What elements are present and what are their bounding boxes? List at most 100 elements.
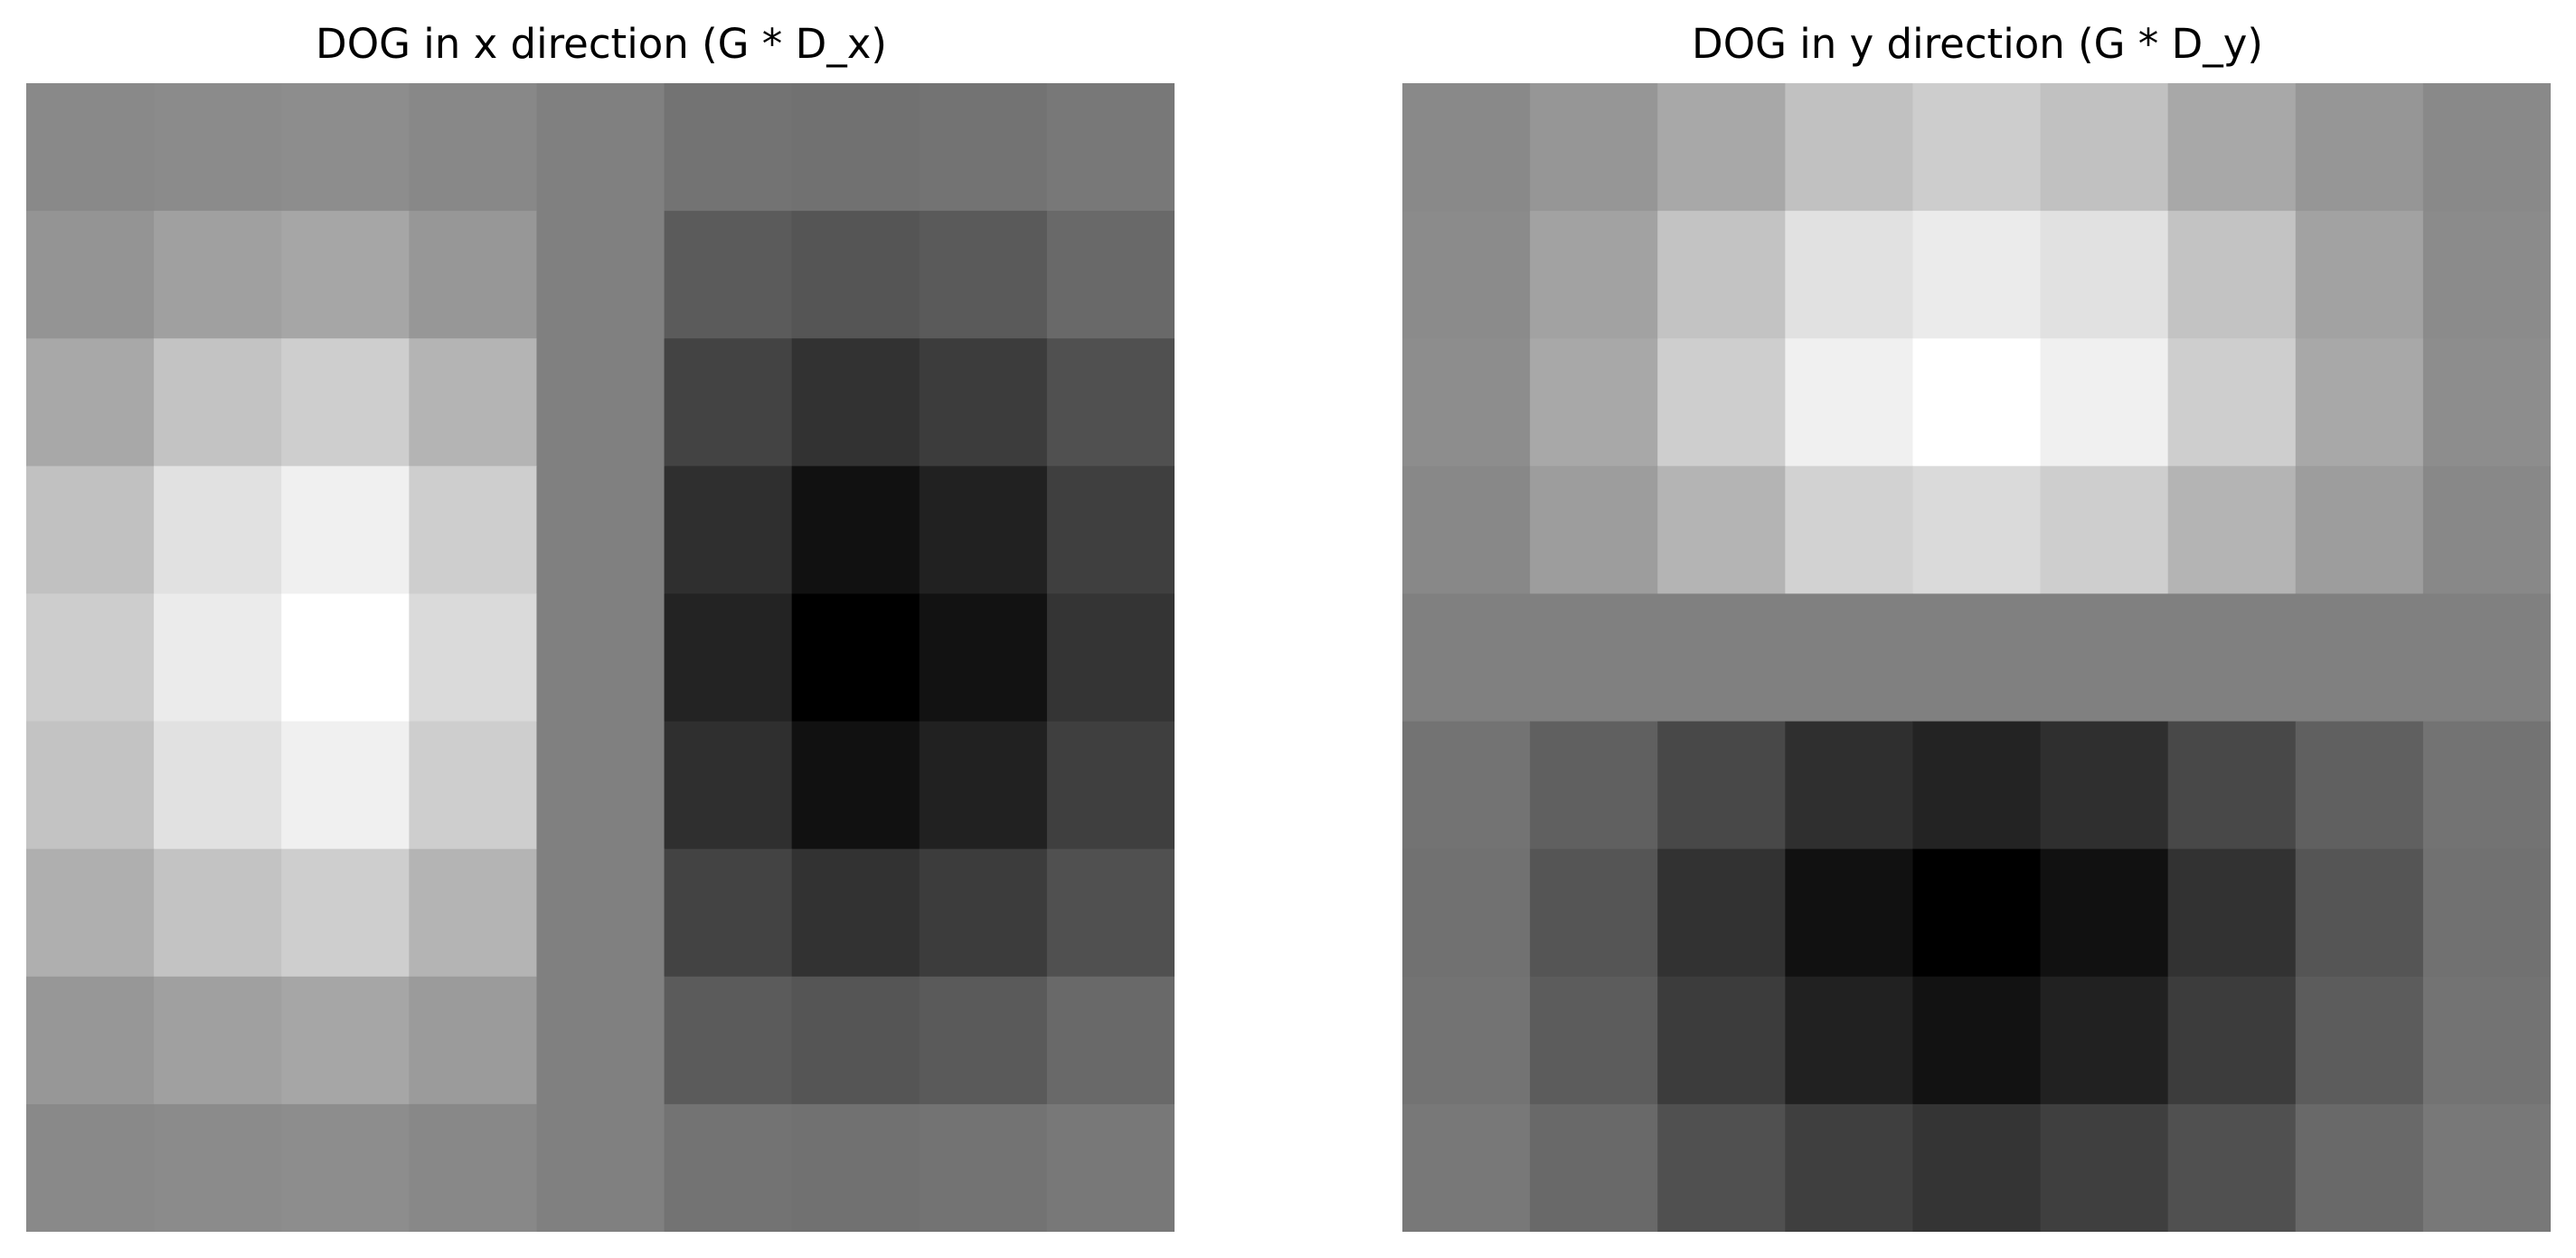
dog-y-cell-r7-c4 (1912, 976, 2042, 1105)
dog-y-cell-r3-c2 (1657, 466, 1786, 595)
dog-y-cell-r6-c1 (1530, 848, 1658, 978)
dog-y-cell-r1-c6 (2167, 211, 2297, 339)
dog-x-cell-r0-c7 (919, 83, 1048, 212)
dog-x-cell-r4-c6 (791, 593, 920, 723)
dog-y-cell-r7-c0 (1402, 976, 1531, 1105)
dog-y-cell-r8-c5 (2040, 1103, 2169, 1232)
dog-x-cell-r1-c4 (536, 211, 665, 339)
dog-x-cell-r0-c2 (281, 83, 410, 212)
dog-y-cell-r4-c4 (1912, 593, 2042, 723)
dog-y-cell-r7-c5 (2040, 976, 2169, 1105)
dog-x-cell-r7-c6 (791, 976, 920, 1105)
dog-y-cell-r6-c2 (1657, 848, 1786, 978)
dog-x-cell-r1-c6 (791, 211, 920, 339)
dog-x-cell-r2-c8 (1046, 338, 1175, 467)
dog-x-cell-r7-c7 (919, 976, 1048, 1105)
dog-y-cell-r3-c3 (1785, 466, 1914, 595)
dog-y-cell-r3-c7 (2295, 466, 2424, 595)
dog-y-cell-r2-c6 (2167, 338, 2297, 467)
dog-y-cell-r2-c7 (2295, 338, 2424, 467)
dog-y-cell-r4-c6 (2167, 593, 2297, 723)
dog-y-cell-r1-c7 (2295, 211, 2424, 339)
dog-y-cell-r5-c3 (1785, 721, 1914, 850)
dog-x-cell-r7-c4 (536, 976, 665, 1105)
dog-x-cell-r3-c2 (281, 466, 410, 595)
dog-y-cell-r6-c0 (1402, 848, 1531, 978)
dog-x-cell-r1-c8 (1046, 211, 1175, 339)
dog-x-cell-r6-c0 (26, 848, 155, 978)
dog-x-cell-r3-c8 (1046, 466, 1175, 595)
dog-x-cell-r4-c5 (664, 593, 793, 723)
dog-y-cell-r4-c8 (2422, 593, 2551, 723)
dog-y-cell-r6-c7 (2295, 848, 2424, 978)
dog-y-cell-r0-c3 (1785, 83, 1914, 212)
dog-x-cell-r8-c1 (154, 1103, 282, 1232)
dog-y-cell-r7-c8 (2422, 976, 2551, 1105)
dog-y-cell-r1-c3 (1785, 211, 1914, 339)
dog-x-cell-r0-c0 (26, 83, 155, 212)
dog-y-cell-r8-c6 (2167, 1103, 2297, 1232)
dog-y-cell-r0-c8 (2422, 83, 2551, 212)
dog-x-cell-r5-c5 (664, 721, 793, 850)
dog-y-panel: DOG in y direction (G * D_y) (1288, 0, 2576, 1258)
dog-y-cell-r1-c0 (1402, 211, 1531, 339)
dog-x-cell-r3-c4 (536, 466, 665, 595)
dog-y-cell-r0-c1 (1530, 83, 1658, 212)
dog-y-cell-r4-c3 (1785, 593, 1914, 723)
dog-x-cell-r6-c2 (281, 848, 410, 978)
dog-y-cell-r6-c4 (1912, 848, 2042, 978)
dog-x-cell-r7-c8 (1046, 976, 1175, 1105)
dog-x-cell-r4-c4 (536, 593, 665, 723)
dog-x-cell-r8-c8 (1046, 1103, 1175, 1232)
dog-x-cell-r1-c3 (409, 211, 538, 339)
dog-y-cell-r5-c5 (2040, 721, 2169, 850)
dog-y-cell-r5-c7 (2295, 721, 2424, 850)
dog-x-cell-r1-c1 (154, 211, 282, 339)
dog-x-cell-r1-c0 (26, 211, 155, 339)
dog-x-cell-r3-c7 (919, 466, 1048, 595)
dog-x-cell-r8-c3 (409, 1103, 538, 1232)
dog-x-cell-r0-c1 (154, 83, 282, 212)
dog-x-cell-r2-c7 (919, 338, 1048, 467)
dog-x-cell-r0-c8 (1046, 83, 1175, 212)
dog-x-cell-r6-c5 (664, 848, 793, 978)
dog-y-cell-r0-c5 (2040, 83, 2169, 212)
dog-y-cell-r4-c0 (1402, 593, 1531, 723)
dog-x-panel: DOG in x direction (G * D_x) (26, 20, 1175, 1232)
dog-y-cell-r1-c4 (1912, 211, 2042, 339)
dog-y-cell-r7-c7 (2295, 976, 2424, 1105)
dog-x-cell-r7-c3 (409, 976, 538, 1105)
dog-x-cell-r2-c0 (26, 338, 155, 467)
dog-x-cell-r6-c7 (919, 848, 1048, 978)
dog-y-cell-r0-c0 (1402, 83, 1531, 212)
dog-y-cell-r2-c5 (2040, 338, 2169, 467)
dog-y-cell-r3-c4 (1912, 466, 2042, 595)
dog-y-cell-r1-c2 (1657, 211, 1786, 339)
dog-y-cell-r1-c1 (1530, 211, 1658, 339)
dog-x-cell-r5-c3 (409, 721, 538, 850)
dog-x-cell-r5-c0 (26, 721, 155, 850)
dog-y-cell-r3-c5 (2040, 466, 2169, 595)
dog-y-cell-r8-c1 (1530, 1103, 1658, 1232)
dog-x-cell-r0-c5 (664, 83, 793, 212)
dog-y-cell-r2-c2 (1657, 338, 1786, 467)
dog-x-cell-r5-c2 (281, 721, 410, 850)
dog-y-cell-r3-c0 (1402, 466, 1531, 595)
dog-y-cell-r8-c0 (1402, 1103, 1531, 1232)
dog-y-cell-r0-c7 (2295, 83, 2424, 212)
dog-y-cell-r1-c5 (2040, 211, 2169, 339)
dog-x-heatmap (26, 83, 1175, 1232)
dog-x-cell-r6-c6 (791, 848, 920, 978)
dog-y-cell-r4-c1 (1530, 593, 1658, 723)
dog-y-cell-r2-c1 (1530, 338, 1658, 467)
dog-y-heatmap (1402, 83, 2551, 1232)
dog-y-title: DOG in y direction (G * D_y) (1692, 20, 2263, 68)
dog-x-cell-r0-c4 (536, 83, 665, 212)
dog-y-cell-r3-c6 (2167, 466, 2297, 595)
dog-y-cell-r7-c2 (1657, 976, 1786, 1105)
dog-x-cell-r1-c7 (919, 211, 1048, 339)
dog-x-title: DOG in x direction (G * D_x) (316, 20, 887, 68)
dog-y-cell-r5-c2 (1657, 721, 1786, 850)
dog-x-cell-r2-c3 (409, 338, 538, 467)
dog-y-cell-r7-c3 (1785, 976, 1914, 1105)
